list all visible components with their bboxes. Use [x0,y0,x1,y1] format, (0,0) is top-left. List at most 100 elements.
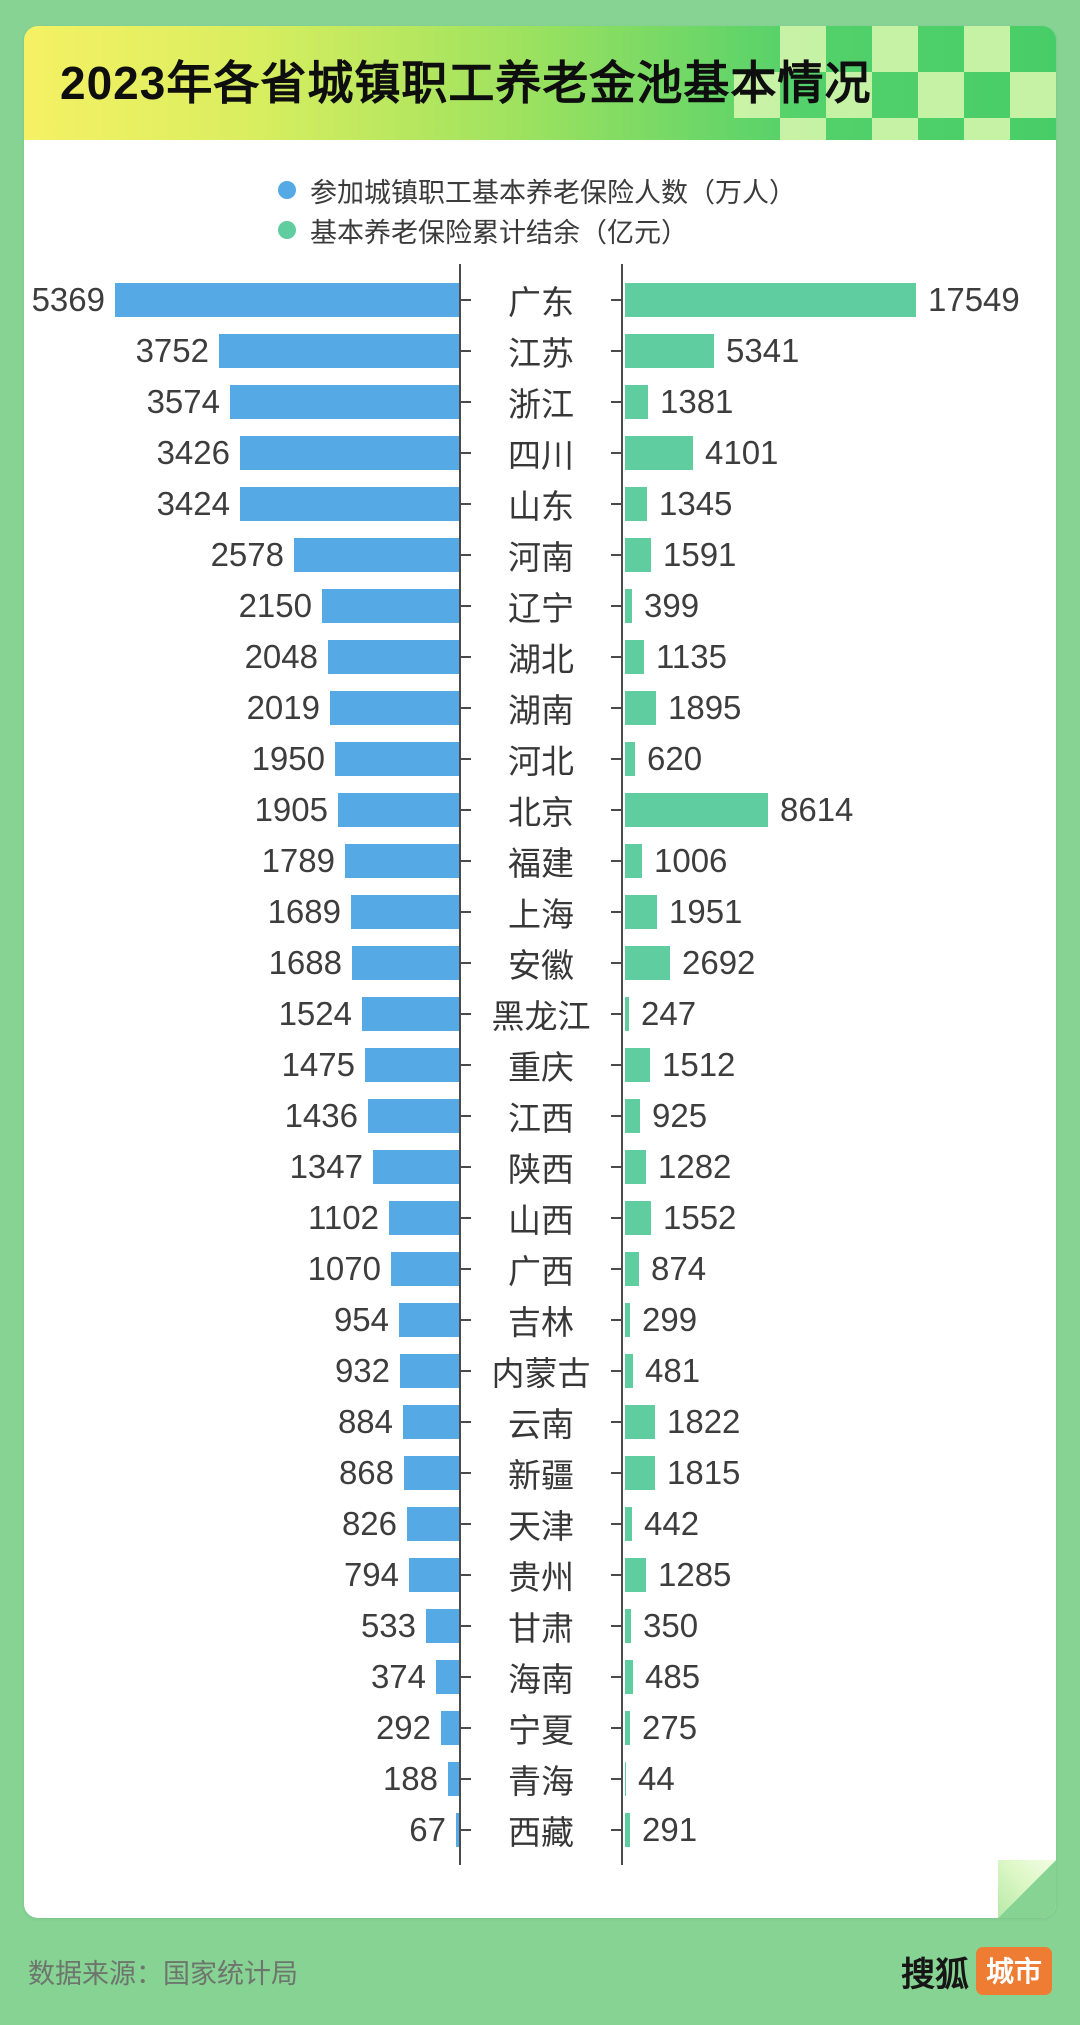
balance-zone: 874 [622,1250,1056,1288]
province-label: 黑龙江 [491,997,591,1035]
balance-bar [625,384,648,419]
legend-item-participants: 参加城镇职工基本养老保险人数（万人） [278,170,1056,210]
participants-value-label: 932 [334,1351,390,1389]
participants-zone: 2150 [24,587,460,625]
balance-value-label: 299 [642,1300,698,1338]
participants-value-label: 794 [343,1555,399,1593]
balance-bar [625,1812,630,1847]
chart-row: 3752 江苏 5341 [24,325,1056,376]
balance-value-label: 1815 [667,1453,741,1491]
participants-value-label: 1789 [261,841,335,879]
left-axis-tick [461,961,471,964]
balance-zone: 44 [622,1760,1056,1798]
province-label: 辽宁 [508,589,574,627]
right-axis-tick [611,349,621,352]
right-axis-tick [611,1216,621,1219]
participants-value-label: 1070 [307,1249,381,1287]
left-axis-tick [461,1777,471,1780]
participants-bar [338,792,460,827]
right-axis-tick [611,961,621,964]
participants-bar [322,588,460,623]
right-axis-tick [611,808,621,811]
balance-bar [625,1200,651,1235]
chart-row: 3426 四川 4101 [24,427,1056,478]
participants-bar [426,1608,460,1643]
left-axis-tick [461,859,471,862]
balance-value-label: 350 [643,1606,699,1644]
participants-bar [368,1098,460,1133]
left-axis-tick [461,1828,471,1831]
balance-zone: 1006 [622,842,1056,880]
right-axis-tick [611,1369,621,1372]
chart-row: 1475 重庆 1512 [24,1039,1056,1090]
chart-row: 1689 上海 1951 [24,886,1056,937]
participants-zone: 3574 [24,383,460,421]
left-axis-tick [461,298,471,301]
left-axis-tick [461,1318,471,1321]
participants-bar [389,1200,460,1235]
right-axis-line [621,264,623,1865]
right-axis-tick [611,1318,621,1321]
chart-row: 932 内蒙古 481 [24,1345,1056,1396]
legend-dot-green-icon [278,221,296,239]
right-axis-tick [611,1828,621,1831]
balance-value-label: 5341 [726,331,800,369]
balance-value-label: 1135 [656,637,727,675]
participants-value-label: 1436 [284,1096,358,1134]
participants-zone: 3752 [24,332,460,370]
participants-bar [373,1149,460,1184]
chart-row: 374 海南 485 [24,1651,1056,1702]
balance-value-label: 1591 [663,535,737,573]
chart-row: 533 甘肃 350 [24,1600,1056,1651]
participants-zone: 374 [24,1658,460,1696]
chart-row: 1102 山西 1552 [24,1192,1056,1243]
sohu-city-logo: 搜狐 城市 [901,1947,1052,1996]
participants-zone: 884 [24,1403,460,1441]
participants-zone: 1689 [24,893,460,931]
chart-row: 954 吉林 299 [24,1294,1056,1345]
participants-value-label: 3424 [156,484,230,522]
province-label: 云南 [508,1405,574,1443]
participants-zone: 1950 [24,740,460,778]
participants-value-label: 1102 [308,1198,379,1236]
balance-zone: 925 [622,1097,1056,1135]
participants-zone: 533 [24,1607,460,1645]
right-axis-tick [611,706,621,709]
participants-bar [335,741,460,776]
province-label: 新疆 [508,1456,574,1494]
balance-bar [625,1404,655,1439]
title-banner: 2023年各省城镇职工养老金池基本情况 [24,26,1056,140]
participants-bar [351,894,460,929]
balance-bar [625,690,656,725]
participants-bar [399,1302,460,1337]
balance-bar [625,282,916,317]
chart-row: 3574 浙江 1381 [24,376,1056,427]
left-axis-line [459,264,461,1865]
left-axis-tick [461,1216,471,1219]
left-axis-tick [461,1420,471,1423]
balance-value-label: 275 [642,1708,698,1746]
participants-value-label: 954 [333,1300,389,1338]
balance-zone: 1822 [622,1403,1056,1441]
chart-row: 1070 广西 874 [24,1243,1056,1294]
participants-value-label: 1524 [278,994,352,1032]
participants-value-label: 1905 [254,790,328,828]
participants-bar [362,996,460,1031]
province-label: 广西 [508,1252,574,1290]
page-title: 2023年各省城镇职工养老金池基本情况 [60,57,872,109]
participants-bar [345,843,460,878]
balance-zone: 1135 [622,638,1056,676]
right-axis-tick [611,1522,621,1525]
province-label: 广东 [508,283,574,321]
participants-bar [407,1506,460,1541]
left-axis-tick [461,1369,471,1372]
participants-bar [391,1251,460,1286]
participants-value-label: 5369 [31,280,105,318]
balance-bar [625,588,632,623]
province-label: 湖北 [508,640,574,678]
left-axis-tick [461,1522,471,1525]
balance-bar [625,639,644,674]
participants-zone: 954 [24,1301,460,1339]
balance-value-label: 1822 [667,1402,741,1440]
left-axis-tick [461,349,471,352]
